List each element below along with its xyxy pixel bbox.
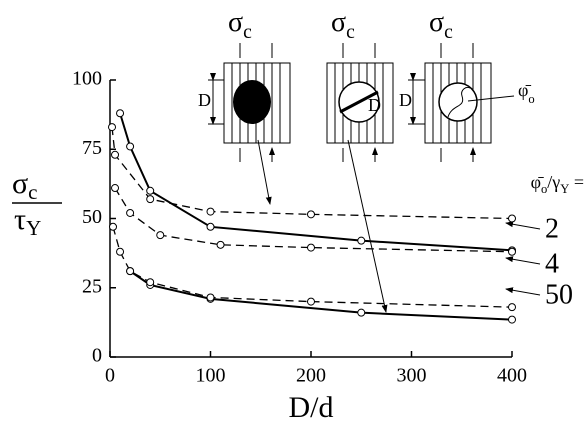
data-point [146, 195, 155, 204]
data-point [108, 123, 117, 132]
symbol: τ [14, 203, 26, 236]
data-point [508, 247, 516, 256]
series-line [111, 127, 513, 220]
y-tick-label: 25 [82, 275, 102, 297]
x-tick-label: 0 [105, 365, 115, 387]
x-tick-label: 100 [196, 365, 226, 387]
data-point [126, 142, 135, 151]
data-point [508, 214, 516, 223]
data-point [307, 243, 315, 252]
symbol: σ [429, 7, 444, 38]
legend-title-part: φ̄ [531, 172, 544, 192]
data-point [216, 240, 225, 249]
dimension-label: D [368, 95, 381, 115]
symbol-label: φ̄o [518, 80, 535, 106]
legend-arrow [505, 287, 541, 296]
y-tick-label: 0 [92, 345, 102, 367]
subscript: c [444, 22, 453, 43]
diagram-frame [208, 43, 291, 162]
data-point [307, 297, 315, 306]
legend-title-part: = [569, 172, 584, 192]
symbol-label: σc [429, 7, 453, 42]
data-point [111, 150, 120, 159]
data-point [357, 308, 366, 317]
dimension-label: D [399, 90, 412, 110]
data-point [126, 267, 135, 276]
legend-label: 50 [545, 279, 573, 310]
dimension-label: D [198, 90, 211, 110]
legend-title-part: /γ [547, 172, 560, 192]
data-point [508, 315, 516, 324]
symbol: σ [228, 7, 243, 38]
data-point [156, 231, 165, 240]
symbol-label: σc [331, 7, 355, 42]
diagram-frame [326, 43, 394, 162]
series-line [119, 112, 513, 252]
data-point [146, 278, 155, 287]
data-point [146, 186, 155, 195]
legend-label: 2 [545, 213, 559, 244]
symbol-label: σc [12, 167, 38, 204]
data-point [111, 184, 120, 193]
symbol: φ̄ [518, 80, 531, 100]
data-point [116, 109, 125, 118]
x-axis-label: D/d [289, 391, 334, 424]
legend-title-part: o [541, 182, 547, 196]
symbol-label: σc [228, 7, 252, 42]
diagram-frame [408, 43, 515, 162]
diagrams [208, 43, 515, 313]
data-point [357, 236, 366, 245]
subscript: Y [26, 216, 41, 240]
x-tick-label: 300 [397, 365, 427, 387]
legend-label: 4 [545, 248, 559, 279]
series-line [112, 226, 513, 308]
symbol: σ [331, 7, 346, 38]
y-tick-label: 100 [72, 68, 102, 90]
y-tick-label: 50 [82, 206, 102, 228]
series-line [129, 270, 513, 321]
subscript: c [243, 22, 252, 43]
x-tick-label: 200 [296, 365, 326, 387]
data-point [116, 247, 125, 256]
data-point [206, 293, 215, 302]
symbol-label: τY [14, 203, 41, 240]
x-tick-label: 400 [497, 365, 527, 387]
data-point [307, 210, 315, 219]
data-point [206, 222, 215, 231]
legend-arrow [505, 221, 541, 230]
subscript: o [528, 92, 534, 106]
series-line [114, 187, 513, 253]
y-tick-label: 75 [82, 137, 102, 159]
legend-title-part: Y [560, 182, 569, 196]
symbol: σ [12, 167, 28, 200]
legend-arrow [505, 256, 541, 265]
data-point [206, 207, 215, 216]
data-point [109, 222, 118, 231]
subscript: c [28, 180, 37, 204]
data-point [508, 303, 516, 312]
subscript: c [346, 22, 355, 43]
legend-title: φ̄o/γY = [531, 172, 584, 196]
data-point [126, 208, 135, 217]
